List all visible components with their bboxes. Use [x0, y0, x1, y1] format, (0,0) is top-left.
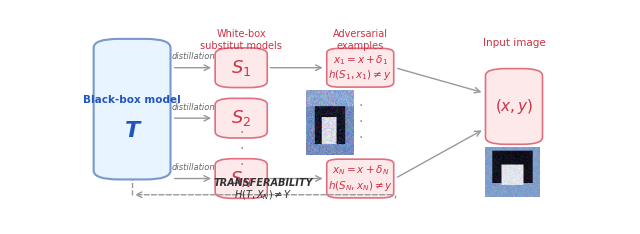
FancyBboxPatch shape: [215, 98, 268, 138]
Text: $S_{N}$: $S_{N}$: [230, 168, 252, 189]
Text: Input image: Input image: [483, 38, 545, 48]
Text: $(x, y)$: $(x, y)$: [495, 97, 533, 116]
Text: ·
·
·: · · ·: [239, 126, 243, 172]
FancyBboxPatch shape: [215, 159, 268, 198]
Text: White-box
substitut models: White-box substitut models: [200, 29, 282, 51]
Text: $h(S_1, x_1) \neq y$: $h(S_1, x_1) \neq y$: [328, 68, 392, 82]
Text: $H(T, X_N) \neq Y$: $H(T, X_N) \neq Y$: [234, 188, 292, 202]
Text: $S_{1}$: $S_{1}$: [231, 58, 252, 78]
Text: $S_{2}$: $S_{2}$: [231, 108, 252, 128]
FancyBboxPatch shape: [327, 159, 394, 198]
Text: distillation: distillation: [172, 52, 215, 61]
Text: Adversarial
examples: Adversarial examples: [333, 29, 388, 51]
Text: $h(S_N, x_N) \neq y$: $h(S_N, x_N) \neq y$: [328, 179, 393, 193]
Text: TRANSFERABILITY: TRANSFERABILITY: [214, 178, 313, 187]
FancyBboxPatch shape: [327, 48, 394, 87]
Text: distillation: distillation: [172, 163, 215, 172]
Text: distillation: distillation: [172, 103, 215, 112]
FancyBboxPatch shape: [486, 69, 543, 144]
Text: ·
·
·: · · ·: [358, 99, 362, 145]
FancyBboxPatch shape: [215, 48, 268, 88]
Text: $x_N = x + \delta_N$: $x_N = x + \delta_N$: [332, 164, 389, 177]
FancyBboxPatch shape: [93, 39, 170, 179]
Text: $x_1 = x + \delta_1$: $x_1 = x + \delta_1$: [333, 53, 388, 66]
Text: T: T: [125, 121, 140, 141]
Text: Black-box model: Black-box model: [83, 95, 181, 105]
